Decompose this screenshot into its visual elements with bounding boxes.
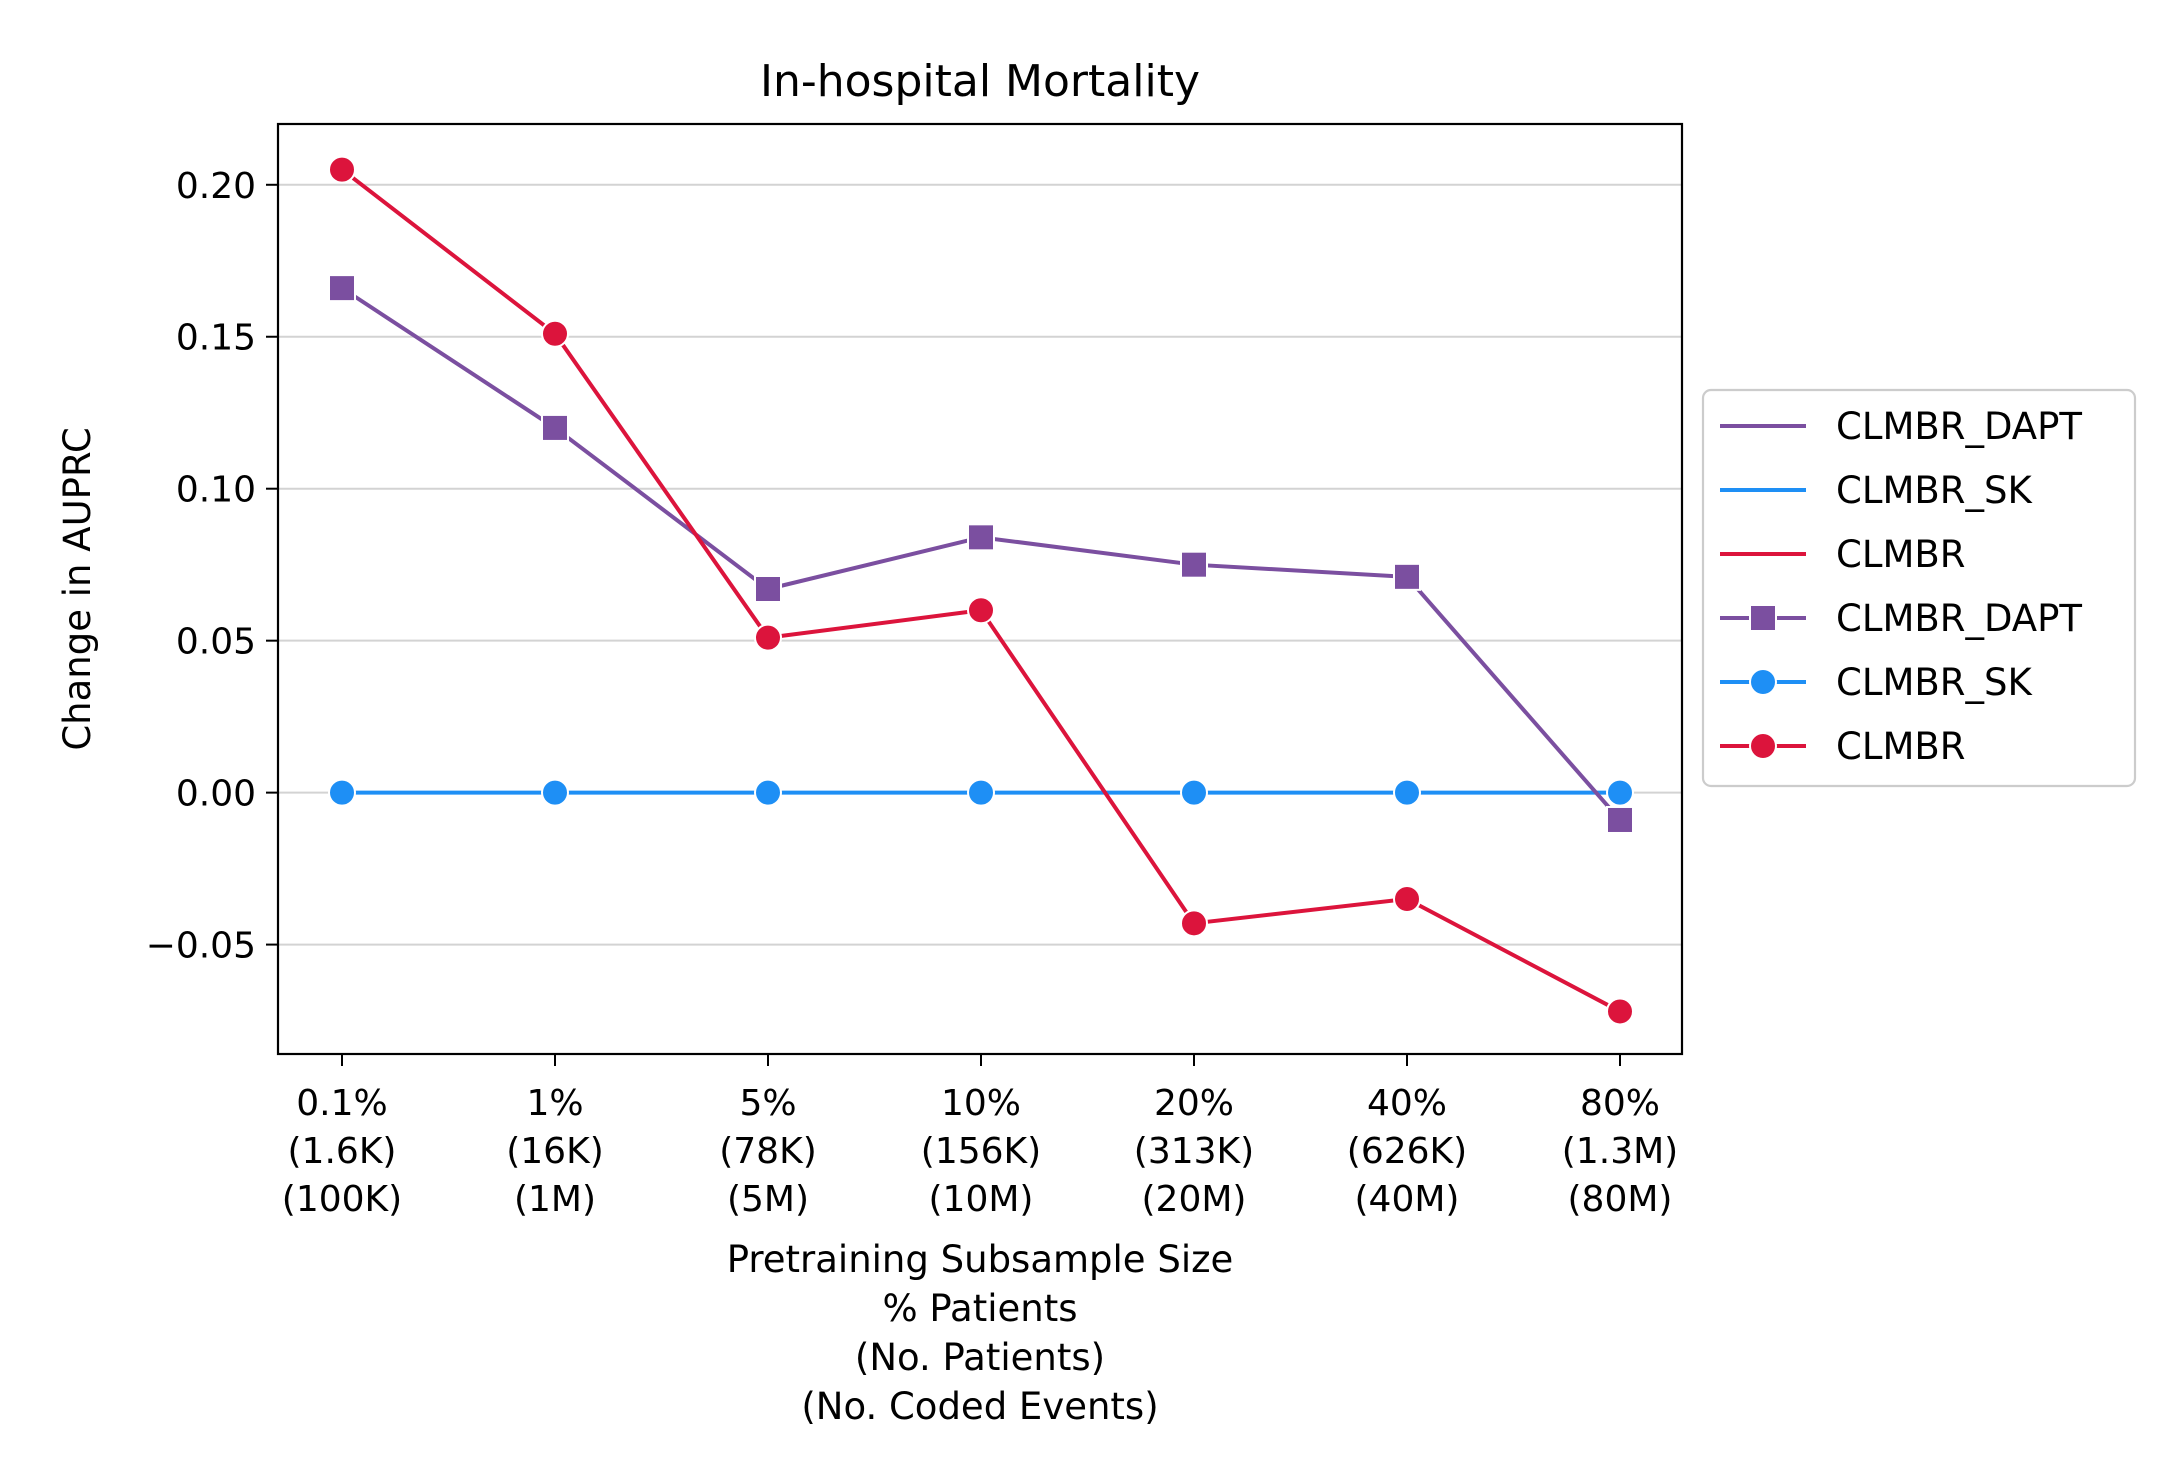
x-tick-label: (100K)	[282, 1179, 402, 1220]
y-tick-label: 0.10	[176, 470, 256, 511]
x-tick-label: (10M)	[929, 1179, 1034, 1220]
x-tick-label: (20M)	[1142, 1179, 1247, 1220]
y-axis-ticks: −0.05 0.00 0.05 0.10 0.15 0.20	[146, 166, 278, 967]
x-axis-label-line: (No. Patients)	[855, 1336, 1105, 1379]
x-tick-label: (626K)	[1347, 1131, 1467, 1172]
legend-marker	[1749, 604, 1777, 632]
data-point-clmbr-sk	[541, 778, 569, 807]
series-line-clmbr	[340, 168, 1621, 1014]
data-point-clmbr-sk	[1606, 778, 1634, 807]
y-tick-label: 0.20	[176, 166, 256, 207]
y-tick-label: 0.15	[176, 318, 256, 359]
x-tick-label: 20%	[1154, 1083, 1234, 1124]
x-tick-label: 5%	[739, 1083, 796, 1124]
data-point-clmbr	[967, 596, 995, 625]
x-axis-label-line: Pretraining Subsample Size	[727, 1238, 1234, 1281]
data-point-clmbr-sk	[1393, 778, 1421, 807]
y-tick-label: 0.05	[176, 622, 256, 663]
series-layer	[328, 155, 1634, 1026]
legend-label: CLMBR_SK	[1836, 661, 2033, 704]
data-point-clmbr-dapt	[541, 413, 569, 442]
x-tick-label: (16K)	[506, 1131, 604, 1172]
data-point-clmbr	[1606, 997, 1634, 1026]
x-axis-ticks: 0.1% (1.6K) (100K) 1% (16K) (1M) 5% (78K) (5M) 10…	[282, 1054, 1678, 1220]
legend-label: CLMBR_SK	[1836, 469, 2033, 512]
data-point-clmbr-sk	[754, 778, 782, 807]
data-point-clmbr-dapt	[1180, 550, 1208, 579]
data-point-clmbr	[1180, 909, 1208, 938]
axes-frame	[276, 122, 1684, 1056]
y-tick-label: 0.00	[176, 774, 256, 815]
legend-label: CLMBR	[1836, 725, 1965, 768]
x-tick-label: (1.6K)	[288, 1131, 397, 1172]
x-axis-label-line: (No. Coded Events)	[801, 1385, 1158, 1428]
legend-marker	[1749, 732, 1777, 760]
legend-label: CLMBR	[1836, 533, 1965, 576]
x-tick-label: (80M)	[1568, 1179, 1673, 1220]
legend-label: CLMBR_DAPT	[1836, 405, 2082, 448]
data-point-clmbr-dapt	[754, 575, 782, 603]
x-tick-label: (313K)	[1134, 1131, 1254, 1172]
legend-frame	[1701, 388, 2137, 788]
series-line-clmbr-dapt	[340, 286, 1622, 822]
data-point-clmbr	[1393, 885, 1421, 913]
legend-item: CLMBR_DAPT	[1720, 597, 2082, 640]
x-tick-label: (78K)	[719, 1131, 817, 1172]
y-tick-label: −0.05	[146, 926, 256, 967]
legend-item: CLMBR_DAPT	[1720, 405, 2082, 448]
x-tick-label: 1%	[526, 1083, 583, 1124]
data-point-clmbr-dapt	[328, 274, 356, 303]
x-tick-label: (1M)	[514, 1179, 596, 1220]
legend: CLMBR_DAPT CLMBR_SK CLMBR CLMBR_DAPT CLMBR_S…	[1701, 388, 2137, 788]
data-point-clmbr-sk	[1180, 778, 1208, 807]
data-point-clmbr-dapt	[1393, 562, 1421, 591]
x-tick-label: 40%	[1367, 1083, 1447, 1124]
legend-label: CLMBR_DAPT	[1836, 597, 2082, 640]
legend-item: CLMBR	[1720, 725, 1965, 768]
x-tick-label: (1.3M)	[1562, 1131, 1678, 1172]
data-point-clmbr	[754, 623, 782, 652]
x-tick-label: 10%	[941, 1083, 1021, 1124]
data-point-clmbr-dapt	[967, 523, 995, 552]
x-tick-label: 80%	[1580, 1083, 1660, 1124]
x-tick-label: 0.1%	[296, 1083, 387, 1124]
x-tick-label: (5M)	[727, 1179, 809, 1220]
data-point-clmbr	[328, 155, 356, 184]
data-point-clmbr-dapt	[1606, 805, 1634, 834]
legend-item: CLMBR	[1720, 533, 1965, 576]
legend-item: CLMBR_SK	[1720, 469, 2033, 512]
legend-item: CLMBR_SK	[1720, 661, 2033, 704]
data-point-clmbr	[541, 319, 569, 348]
y-axis-label: Change in AUPRC	[56, 427, 99, 750]
x-tick-label: (156K)	[921, 1131, 1041, 1172]
gridlines	[278, 183, 1682, 946]
data-point-clmbr-sk	[328, 778, 356, 807]
x-axis-label: Pretraining Subsample Size % Patients (No.…	[727, 1238, 1234, 1428]
legend-marker	[1749, 668, 1777, 696]
chart-title: In-hospital Mortality	[760, 56, 1200, 107]
x-tick-label: (40M)	[1355, 1179, 1460, 1220]
x-axis-label-line: % Patients	[882, 1287, 1077, 1330]
data-point-clmbr-sk	[967, 778, 995, 807]
